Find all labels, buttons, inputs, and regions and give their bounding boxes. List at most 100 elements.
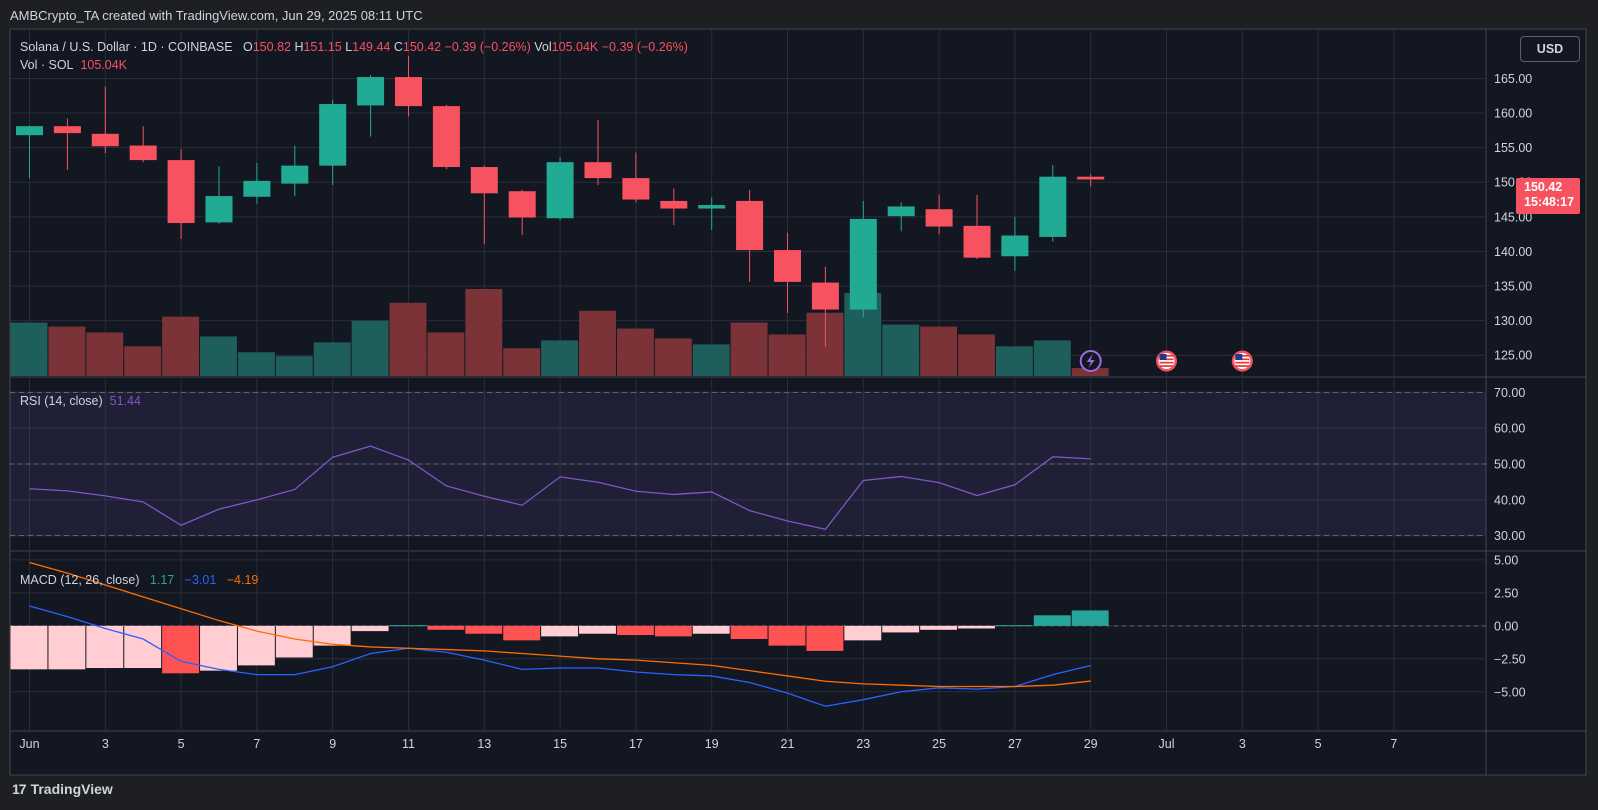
volume-bar	[313, 342, 351, 376]
macd-histogram-bar	[692, 625, 730, 634]
rsi-legend-value: 51.44	[109, 394, 141, 408]
x-tick-label: 5	[1315, 737, 1322, 751]
macd-histogram-bar	[351, 625, 389, 632]
macd-histogram-bar	[275, 625, 313, 658]
macd-histogram-bar	[541, 625, 579, 637]
macd-histogram-bar	[579, 625, 616, 634]
macd-histogram-bar	[768, 625, 806, 646]
lightning-icon[interactable]	[1079, 350, 1102, 372]
candle-body	[243, 180, 271, 197]
volume-bar	[503, 348, 541, 376]
macd-histogram-bar	[200, 625, 237, 671]
candle-body	[470, 167, 498, 194]
volume-bar	[958, 334, 995, 376]
main-legend: Solana / U.S. Dollar · 1D · COINBASE O15…	[20, 40, 688, 54]
macd-histogram-bar	[389, 625, 427, 627]
last-price-value: 150.42	[1524, 180, 1563, 194]
volume-legend-label: Vol · SOL	[20, 58, 74, 72]
macd-histogram-bar	[920, 625, 958, 630]
flag-canton	[1235, 354, 1243, 360]
macd-legend-hist: 1.17	[149, 573, 175, 587]
x-tick-label: 21	[781, 737, 795, 751]
flag-stripe	[1159, 365, 1174, 367]
price-tick-label: 155.00	[1494, 141, 1532, 155]
x-tick-label: 7	[1390, 737, 1397, 751]
volume-bar	[1033, 340, 1071, 376]
candle-layer	[16, 56, 1105, 347]
macd-tick-label: −5.00	[1494, 685, 1526, 699]
volume-bar	[86, 332, 124, 376]
flag-stripe	[1159, 361, 1174, 364]
macd-legend-label: MACD (12, 26, close)	[20, 573, 140, 587]
price-tick-label: 125.00	[1494, 349, 1532, 363]
x-tick-label: 23	[856, 737, 870, 751]
flag-canton	[1159, 354, 1167, 360]
macd-histogram-bar	[995, 625, 1033, 627]
rsi-legend: RSI (14, close) 51.44	[20, 394, 141, 408]
macd-histogram-bar	[730, 625, 768, 640]
candle-body	[1001, 235, 1029, 257]
price-tick-label: 160.00	[1494, 107, 1532, 121]
volume-bar	[616, 328, 654, 376]
candle-body	[887, 206, 915, 217]
macd-histogram-bar	[10, 625, 48, 670]
rsi-line	[29, 445, 1091, 530]
x-tick-label: Jun	[19, 737, 39, 751]
volume-bar	[541, 340, 579, 376]
candle-body	[395, 77, 422, 107]
volume-layer	[10, 289, 1109, 376]
candle-body	[698, 205, 726, 209]
price-tick-label: 135.00	[1494, 280, 1532, 294]
candle-body	[53, 126, 81, 134]
rsi-legend-label: RSI (14, close)	[20, 394, 103, 408]
candle-body	[546, 162, 574, 219]
us-flag-icon[interactable]	[1231, 350, 1253, 372]
macd-layer	[10, 561, 1486, 707]
x-tick-label: 7	[253, 737, 260, 751]
macd-histogram-bar	[427, 625, 465, 630]
legend-symbol: Solana / U.S. Dollar · 1D · COINBASE	[20, 40, 233, 54]
volume-bar	[162, 316, 200, 376]
volume-bar	[768, 334, 806, 376]
legend-volume: 105.04K	[551, 40, 599, 54]
candle-body	[622, 178, 650, 200]
volume-bar	[351, 320, 389, 376]
rsi-tick-label: 70.00	[1494, 386, 1525, 400]
volume-bar	[124, 346, 162, 376]
macd-histogram-bar	[503, 625, 541, 641]
macd-legend: MACD (12, 26, close) 1.17 −3.01 −4.19	[20, 573, 258, 587]
volume-bar	[654, 338, 692, 376]
macd-histogram-bar	[616, 625, 654, 636]
macd-histogram-bar	[48, 625, 86, 670]
candle-body	[319, 104, 347, 166]
x-tick-label: 27	[1008, 737, 1022, 751]
candle-body	[129, 145, 157, 161]
candle-body	[811, 282, 839, 310]
macd-histogram-bar	[162, 625, 200, 674]
macd-legend-macd: −3.01	[184, 573, 217, 587]
candle-body	[660, 200, 688, 209]
x-tick-label: 3	[102, 737, 109, 751]
rsi-layer	[10, 391, 1486, 537]
price-tick-label: 140.00	[1494, 245, 1532, 259]
x-tick-label: 5	[178, 737, 185, 751]
price-tick-label: 130.00	[1494, 314, 1532, 328]
tradingview-brand[interactable]: 17 TradingView	[12, 781, 113, 797]
last-price-tag: 150.42 15:48:17	[1516, 178, 1580, 214]
candle-body	[736, 200, 764, 251]
candle-body	[1039, 176, 1067, 237]
macd-histogram-bar	[313, 625, 351, 646]
currency-button[interactable]: USD	[1520, 36, 1580, 62]
macd-histogram-bar	[465, 625, 503, 634]
us-flag-icon[interactable]	[1156, 350, 1177, 372]
event-layer	[1079, 350, 1253, 372]
macd-histogram-bar	[654, 625, 692, 637]
lightning-glyph	[1086, 354, 1095, 368]
volume-bar	[730, 322, 768, 376]
legend-close: 150.42	[402, 40, 442, 54]
volume-bar	[427, 332, 465, 376]
x-tick-label: 9	[329, 737, 336, 751]
macd-histogram-bar	[1071, 610, 1109, 626]
volume-legend: Vol · SOL 105.04K	[20, 58, 127, 72]
